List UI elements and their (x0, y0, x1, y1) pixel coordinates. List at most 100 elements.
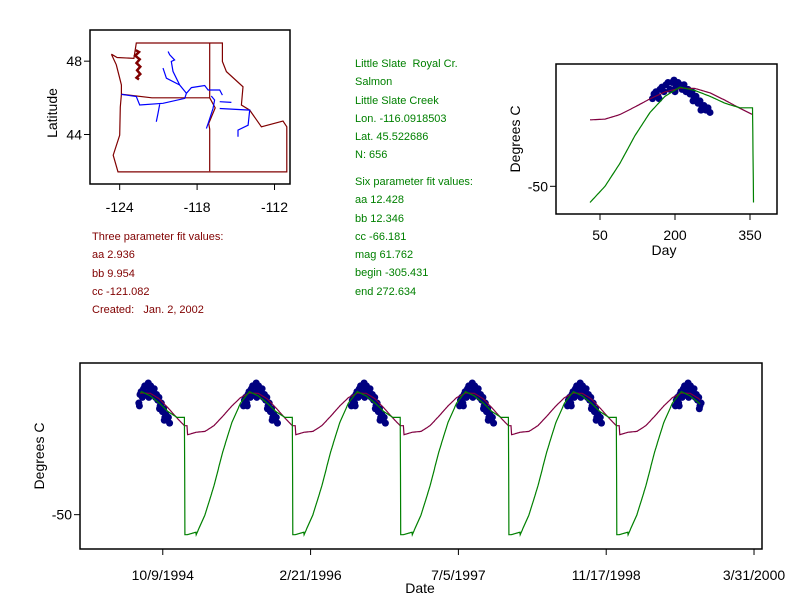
y-tick-label: -50 (528, 178, 548, 194)
observation-point (268, 416, 276, 424)
observation-point (459, 402, 467, 410)
observation-point (479, 393, 487, 401)
x-tick-label: 50 (592, 227, 608, 243)
site-info-line: Salmon (355, 76, 393, 89)
three-param-block: Three parameter fit values: aa 2.936 bb 9.… (92, 228, 223, 319)
observation-point (589, 399, 597, 407)
observation-point (376, 416, 384, 424)
observation-point (243, 402, 251, 410)
observation-point (484, 416, 492, 424)
observation-point (160, 416, 168, 424)
observation-point (474, 385, 482, 393)
three-param-value: bb 9.954 (92, 267, 135, 280)
observation-point (689, 97, 697, 105)
x-tick-label: 7/5/1997 (431, 567, 486, 583)
six-param-fit-line (139, 390, 701, 537)
six-param-value: bb 12.346 (355, 212, 404, 225)
x-tick-label: 200 (663, 227, 687, 243)
six-param-fit-line (589, 86, 755, 203)
river (219, 107, 251, 137)
x-tick-label: -118 (184, 199, 211, 215)
observation-point (156, 405, 164, 413)
y-axis-label: Degrees C (31, 423, 47, 490)
x-tick-label: -124 (106, 199, 134, 215)
river (167, 51, 187, 94)
site-info-line: Little Slate Creek (355, 94, 439, 107)
observation-point (366, 385, 374, 393)
observation-point (265, 399, 273, 407)
x-tick-label: -112 (261, 199, 288, 215)
observation-point (582, 385, 590, 393)
state-border (110, 42, 288, 173)
observation-point (567, 402, 575, 410)
six-param-block: Six parameter fit values: aa 12.428 bb 12.… (355, 173, 473, 301)
x-tick-label: 350 (738, 227, 762, 243)
date-chart-frame (79, 362, 763, 550)
six-param-value: end 272.634 (355, 285, 417, 298)
observation-point (592, 416, 600, 424)
observation-point (157, 399, 165, 407)
observation-point (263, 393, 271, 401)
site-info-line: Little Slate Royal Cr. (355, 58, 458, 70)
river (205, 95, 216, 129)
observation-point (706, 108, 714, 116)
y-tick-label: 44 (66, 127, 82, 143)
observation-point (490, 419, 498, 427)
day-chart-frame (555, 63, 778, 215)
river (155, 104, 161, 122)
y-tick-label: -50 (52, 507, 72, 523)
x-tick-label: 10/9/1994 (132, 567, 194, 583)
site-info-line: Lon. -116.0918503 (355, 112, 447, 125)
six-param-value: mag 61.762 (355, 249, 414, 262)
observation-point (587, 393, 595, 401)
observation-point (690, 385, 698, 393)
y-axis-label: Latitude (44, 88, 60, 138)
x-tick-label: 11/17/1998 (572, 567, 641, 583)
observation-point (155, 393, 163, 401)
observation-point (587, 405, 595, 413)
site-info-line: N: 656 (355, 149, 388, 162)
observation-point (263, 405, 271, 413)
three-param-fit-line (590, 87, 753, 121)
observation-point (273, 419, 281, 427)
observation-point (351, 402, 359, 410)
river (162, 67, 180, 86)
three-param-value: cc -121.082 (92, 285, 150, 298)
observation-point (373, 399, 381, 407)
x-axis-label: Date (405, 580, 435, 596)
y-tick-label: 48 (66, 53, 82, 69)
x-axis-label: Day (652, 242, 677, 258)
three-param-value: aa 2.936 (92, 249, 135, 262)
six-param-value: aa 12.428 (355, 194, 404, 207)
y-axis-label: Degrees C (507, 106, 523, 173)
observation-point (695, 405, 703, 413)
observation-point (696, 97, 704, 105)
observation-point (371, 393, 379, 401)
puget-sound (133, 49, 143, 81)
site-info-block: Little Slate Royal Cr. Salmon Little Slate… (355, 55, 458, 165)
observation-point (381, 419, 389, 427)
observation-point (135, 402, 143, 410)
observation-point (680, 81, 688, 89)
observation-point (258, 385, 266, 393)
x-tick-label: 3/31/2000 (723, 567, 785, 583)
observation-point (697, 399, 705, 407)
observation-point (371, 405, 379, 413)
observation-point (481, 399, 489, 407)
observation-point (675, 402, 683, 410)
river (219, 101, 232, 103)
river (121, 84, 223, 106)
observation-point (150, 385, 158, 393)
map-frame (89, 29, 291, 185)
six-param-title: Six parameter fit values: (355, 176, 473, 188)
six-param-value: cc -66.181 (355, 230, 407, 243)
observation-point (695, 393, 703, 401)
site-info-line: Lat. 45.522686 (355, 131, 429, 144)
observation-point (697, 106, 705, 114)
x-tick-label: 2/21/1996 (279, 567, 341, 583)
state-border (208, 43, 216, 172)
observation-point (597, 419, 605, 427)
created-date: Created: Jan. 2, 2002 (92, 304, 204, 317)
three-param-title: Three parameter fit values: (92, 231, 224, 243)
